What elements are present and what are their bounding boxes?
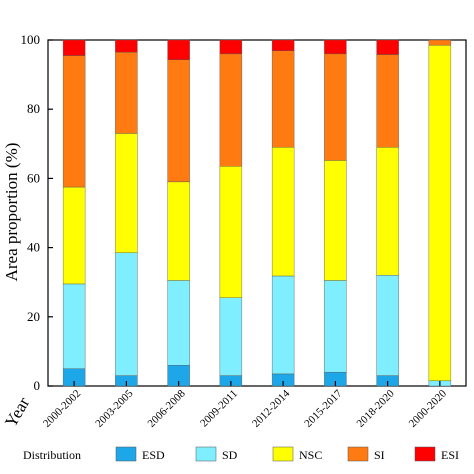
bar-segment-sd [115,252,138,376]
x-tick-label: 2000-2002 [41,388,83,430]
y-tick-label: 0 [34,378,41,393]
bar-segment-sd [376,275,399,376]
bar-segment-sd [62,283,86,369]
bar-segment-si [376,54,399,148]
y-tick-label: 80 [27,101,40,116]
bar-segment-si [115,51,138,134]
legend-swatch-sd [195,446,217,462]
bar-segment-esi [62,39,86,56]
bar-segment-si [167,59,190,183]
bar-segment-esi [324,39,347,55]
bar-segment-nsc [219,166,243,298]
legend-swatch-si [347,446,369,462]
bar-segment-si [271,50,295,148]
bar-segment-si [324,53,347,161]
y-tick-label: 20 [27,309,40,324]
bar-segment-nsc [271,147,295,277]
bar-segment-nsc [62,186,86,285]
x-tick-label: 2018-2020 [355,387,398,430]
bar-segment-nsc [428,44,452,382]
bar-segment-esi [115,39,138,53]
bar-segment-sd [167,280,190,366]
legend-label-nsc: NSC [299,448,322,462]
bar-segment-esi [167,39,190,60]
bar-segment-si [428,39,452,46]
bar-segment-nsc [115,133,138,253]
bar-segment-esi [271,39,295,51]
x-tick-label: 2015-2017 [302,387,345,430]
plot-frame [47,39,467,387]
legend-swatch-nsc [272,446,294,462]
legend-label-esd: ESD [142,448,165,462]
bar-segment-si [62,55,86,188]
bar-segment-sd [219,297,243,376]
x-tick-label: 2009-2011 [198,388,240,430]
bar-segment-esi [219,39,243,55]
y-tick-label: 100 [21,32,41,47]
x-tick-label: 2003-2005 [93,387,136,430]
legend-title: Distribution [23,448,81,462]
x-axis-title: Year [1,394,33,431]
legend-swatch-esi [414,446,436,462]
y-tick-label: 60 [27,170,40,185]
x-tick-label: 2006-2008 [146,387,189,430]
legend-swatch-esd [115,446,137,462]
y-tick-label: 40 [27,240,40,255]
legend-label-si: SI [374,448,385,462]
y-axis-title: Area proportion (%) [2,143,21,282]
bar-segment-sd [271,275,295,375]
bar-segment-si [219,53,243,167]
legend: Distribution ESD SD NSC SI ESI [23,446,459,462]
legend-label-esi: ESI [441,448,459,462]
bar-segment-nsc [376,147,399,276]
bar-segment-sd [324,280,347,373]
x-tick-label: 2012-2014 [250,387,293,430]
x-tick-label: 2000-2020 [407,387,450,430]
legend-label-sd: SD [222,448,238,462]
bar-segment-nsc [324,160,347,281]
bar-segment-nsc [167,181,190,281]
bar-segment-esi [376,39,399,55]
